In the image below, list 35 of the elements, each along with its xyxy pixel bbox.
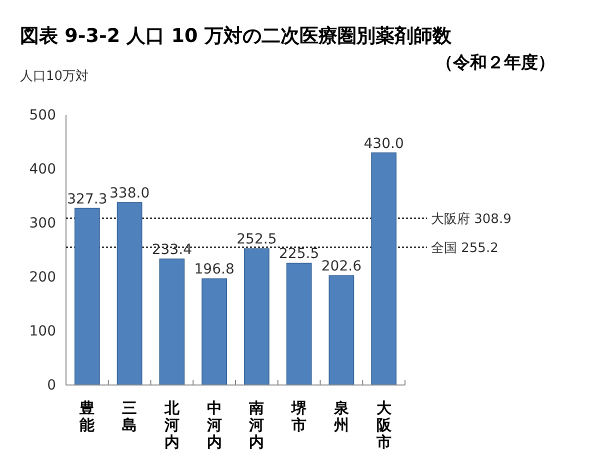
x-tick-label: 三島: [122, 399, 138, 434]
data-label: 252.5: [236, 232, 277, 248]
x-tick-label: 南河内: [248, 399, 264, 451]
data-label: 225.5: [279, 246, 320, 262]
chart-title: 図表 9-3-2 人口 10 万対の二次医療圏別薬剤師数: [20, 25, 452, 47]
x-tick-label: 北河内: [163, 399, 180, 451]
bar: [286, 262, 312, 386]
data-label: 327.3: [67, 191, 108, 208]
x-tick-label: 泉州: [332, 399, 349, 434]
x-tick-label: 中河内: [206, 399, 222, 451]
data-label: 202.6: [321, 258, 362, 275]
bar: [159, 258, 185, 386]
data-label: 196.8: [194, 262, 234, 278]
y-tick-label: 0: [47, 377, 56, 394]
y-tick-label: 400: [29, 161, 56, 178]
data-label: 233.4: [152, 242, 192, 258]
bar: [371, 152, 396, 386]
y-tick-label: 500: [29, 107, 56, 124]
data-label: 338.0: [110, 185, 150, 202]
bar: [116, 202, 142, 386]
bar: [328, 275, 354, 386]
y-axis-title: 人口10万対: [20, 68, 89, 84]
ref-line-label: 全国 255.2: [431, 241, 498, 256]
data-label: 430.0: [364, 136, 404, 152]
bar: [74, 208, 100, 386]
y-tick-label: 100: [29, 323, 56, 340]
y-tick-label: 200: [29, 269, 56, 286]
x-tick-label: 大阪市: [375, 399, 392, 451]
text: （令和２年度）: [436, 53, 555, 73]
bar: [202, 278, 227, 386]
bar: [244, 248, 270, 386]
x-tick-label: 堺市: [290, 399, 308, 434]
y-tick-label: 300: [29, 215, 56, 232]
ref-line-label: 大阪府 308.9: [431, 211, 512, 228]
x-tick-label: 豊能: [78, 399, 96, 434]
